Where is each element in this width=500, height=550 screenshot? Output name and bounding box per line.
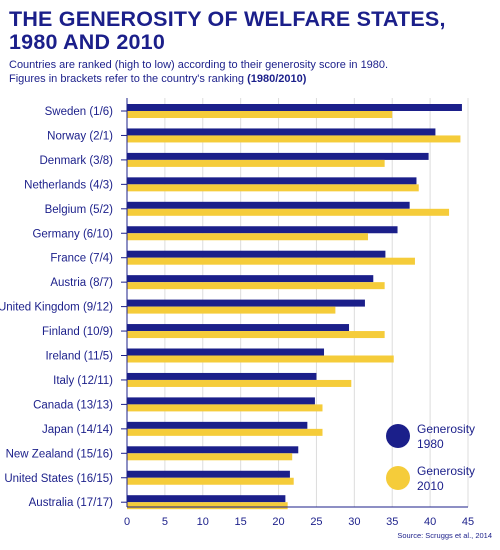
bar-2010 xyxy=(127,184,419,192)
legend-label-year: 1980 xyxy=(417,437,444,451)
source-note: Source: Scruggs et al., 2014 xyxy=(397,531,492,540)
bar-1980 xyxy=(127,275,374,283)
legend-label-year: 2010 xyxy=(417,479,444,493)
bar-2010 xyxy=(127,208,450,216)
category-label: Japan (14/14) xyxy=(42,424,113,436)
category-label: United Kingdom (9/12) xyxy=(0,302,113,314)
bar-1980 xyxy=(127,446,299,454)
chart-subtitle: Countries are ranked (high to low) accor… xyxy=(9,58,494,86)
bar-1980 xyxy=(127,397,315,405)
x-tick-label: 15 xyxy=(235,516,247,528)
legend-swatch-2010 xyxy=(386,466,410,490)
category-label: Denmark (3/8) xyxy=(40,155,114,167)
bar-1980 xyxy=(127,152,429,160)
category-label: Germany (6/10) xyxy=(32,228,113,240)
bar-2010 xyxy=(127,355,394,363)
bar-2010 xyxy=(127,477,294,485)
bar-1980 xyxy=(127,104,462,111)
bar-1980 xyxy=(127,348,325,356)
category-label: New Zealand (15/16) xyxy=(6,448,114,460)
bar-1980 xyxy=(127,495,286,503)
bar-1980 xyxy=(127,324,350,332)
category-label: Italy (12/11) xyxy=(53,375,113,387)
category-label: Finland (10/9) xyxy=(42,326,113,338)
bar-2010 xyxy=(127,159,385,167)
category-label: United States (16/15) xyxy=(4,473,113,485)
bar-2010 xyxy=(127,502,288,510)
x-tick-label: 0 xyxy=(124,516,130,528)
bar-2010 xyxy=(127,282,385,290)
subtitle-ranking-note: (1980/2010) xyxy=(247,73,307,85)
legend-label: Generosity xyxy=(417,464,475,478)
x-tick-label: 40 xyxy=(424,516,436,528)
category-label: France (7/4) xyxy=(50,253,113,265)
category-label: Sweden (1/6) xyxy=(45,106,114,118)
category-label: Netherlands (4/3) xyxy=(24,179,113,191)
bar-1980 xyxy=(127,226,398,234)
bar-2010 xyxy=(127,111,393,118)
x-tick-label: 45 xyxy=(462,516,474,528)
category-label: Ireland (11/5) xyxy=(45,351,113,363)
bar-2010 xyxy=(127,331,385,339)
bar-1980 xyxy=(127,299,365,307)
category-label: Austria (8/7) xyxy=(50,277,113,289)
bar-1980 xyxy=(127,470,290,478)
bar-2010 xyxy=(127,257,415,265)
bar-2010 xyxy=(127,404,323,412)
legend-label: Generosity xyxy=(417,422,475,436)
bar-2010 xyxy=(127,428,323,436)
category-label: Norway (2/1) xyxy=(47,130,113,142)
bar-2010 xyxy=(127,233,368,241)
bar-2010 xyxy=(127,379,352,387)
bar-1980 xyxy=(127,128,436,136)
x-tick-label: 25 xyxy=(310,516,322,528)
x-tick-label: 30 xyxy=(348,516,360,528)
x-tick-label: 5 xyxy=(162,516,168,528)
bar-2010 xyxy=(127,135,461,143)
bar-2010 xyxy=(127,453,293,461)
bar-1980 xyxy=(127,372,317,380)
bar-1980 xyxy=(127,201,410,209)
category-label: Belgium (5/2) xyxy=(45,204,114,216)
title-line-1: THE GENEROSITY OF WELFARE STATES, xyxy=(9,7,446,31)
bar-2010 xyxy=(127,306,336,314)
subtitle-line-1: Countries are ranked (high to low) accor… xyxy=(9,59,389,71)
legend-swatch-1980 xyxy=(386,424,410,448)
subtitle-line-2: Figures in brackets refer to the country… xyxy=(9,73,248,85)
x-tick-label: 35 xyxy=(386,516,398,528)
bar-1980 xyxy=(127,421,308,429)
bar-1980 xyxy=(127,250,386,258)
chart-title: THE GENEROSITY OF WELFARE STATES, 1980 A… xyxy=(9,8,494,54)
title-line-2: 1980 AND 2010 xyxy=(9,30,165,54)
category-label: Australia (17/17) xyxy=(29,497,114,509)
x-tick-label: 20 xyxy=(272,516,284,528)
x-tick-label: 10 xyxy=(197,516,209,528)
bar-1980 xyxy=(127,177,417,185)
category-label: Canada (13/13) xyxy=(33,399,113,411)
